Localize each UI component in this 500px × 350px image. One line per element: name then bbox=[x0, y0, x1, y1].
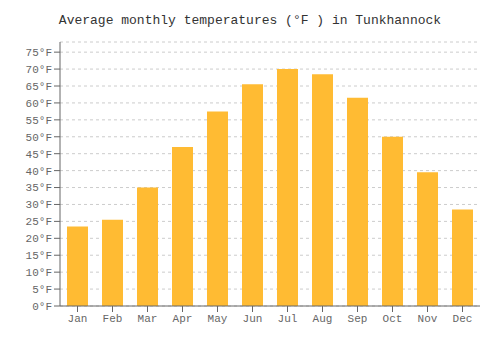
svg-text:Feb: Feb bbox=[103, 313, 123, 325]
svg-text:Mar: Mar bbox=[138, 313, 158, 325]
svg-text:5°F: 5°F bbox=[32, 284, 52, 296]
svg-text:Nov: Nov bbox=[418, 313, 438, 325]
svg-text:Sep: Sep bbox=[348, 313, 368, 325]
svg-text:60°F: 60°F bbox=[26, 98, 52, 110]
svg-text:75°F: 75°F bbox=[26, 47, 52, 59]
svg-text:May: May bbox=[208, 313, 228, 325]
svg-text:Aug: Aug bbox=[313, 313, 333, 325]
svg-text:15°F: 15°F bbox=[26, 250, 52, 262]
svg-text:30°F: 30°F bbox=[26, 199, 52, 211]
svg-text:25°F: 25°F bbox=[26, 216, 52, 228]
svg-text:10°F: 10°F bbox=[26, 267, 52, 279]
svg-text:Jun: Jun bbox=[243, 313, 263, 325]
html-text:Average monthly temperatures (: Average monthly temperatures (°F ) in Tu… bbox=[58, 13, 442, 28]
svg-text:50°F: 50°F bbox=[26, 132, 52, 144]
svg-text:55°F: 55°F bbox=[26, 115, 52, 127]
svg-text:0°F: 0°F bbox=[32, 301, 52, 313]
svg-text:Dec: Dec bbox=[453, 313, 473, 325]
svg-text:Oct: Oct bbox=[383, 313, 403, 325]
svg-text:40°F: 40°F bbox=[26, 166, 52, 178]
svg-text:35°F: 35°F bbox=[26, 182, 52, 194]
svg-text:20°F: 20°F bbox=[26, 233, 52, 245]
svg-text:Apr: Apr bbox=[173, 313, 193, 325]
svg-text:65°F: 65°F bbox=[26, 81, 52, 93]
svg-text:70°F: 70°F bbox=[26, 64, 52, 76]
svg-text:45°F: 45°F bbox=[26, 149, 52, 161]
svg-text:Jan: Jan bbox=[68, 313, 88, 325]
svg-text:Jul: Jul bbox=[278, 313, 298, 325]
